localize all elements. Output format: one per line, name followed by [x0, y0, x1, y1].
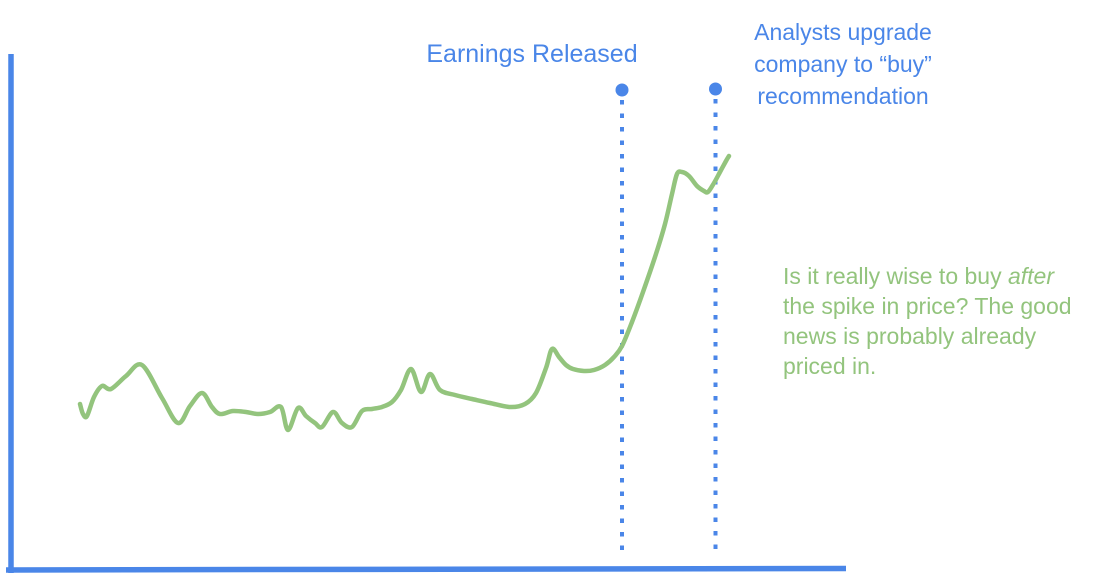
note-line1: Is it really wise to buy after — [783, 261, 1098, 291]
analyst-upgrade-line2: company to “buy” — [754, 51, 932, 77]
note-line1-text: Is it really wise to buy — [783, 263, 1008, 289]
analyst-upgrade-line3: recommendation — [757, 83, 929, 109]
price-line — [77, 153, 732, 433]
analyst-upgrade-label: Analysts upgrade company to “buy” recomm… — [745, 16, 941, 112]
note-line1-italic: after — [1007, 263, 1054, 289]
note-line3: news is probably already — [783, 323, 1037, 349]
analyst-upgrade-line1: Analysts upgrade — [754, 19, 932, 45]
commentary-note: Is it really wise to buy after the spike… — [783, 261, 1098, 381]
note-line2: the spike in price? The good — [783, 293, 1072, 319]
analyst-upgrade-dot-marker — [709, 82, 722, 96]
x-axis — [5, 565, 847, 573]
note-line4: priced in. — [783, 353, 877, 379]
earnings-released-dot-marker — [615, 83, 629, 97]
earnings-released-label: Earnings Released — [426, 40, 638, 68]
